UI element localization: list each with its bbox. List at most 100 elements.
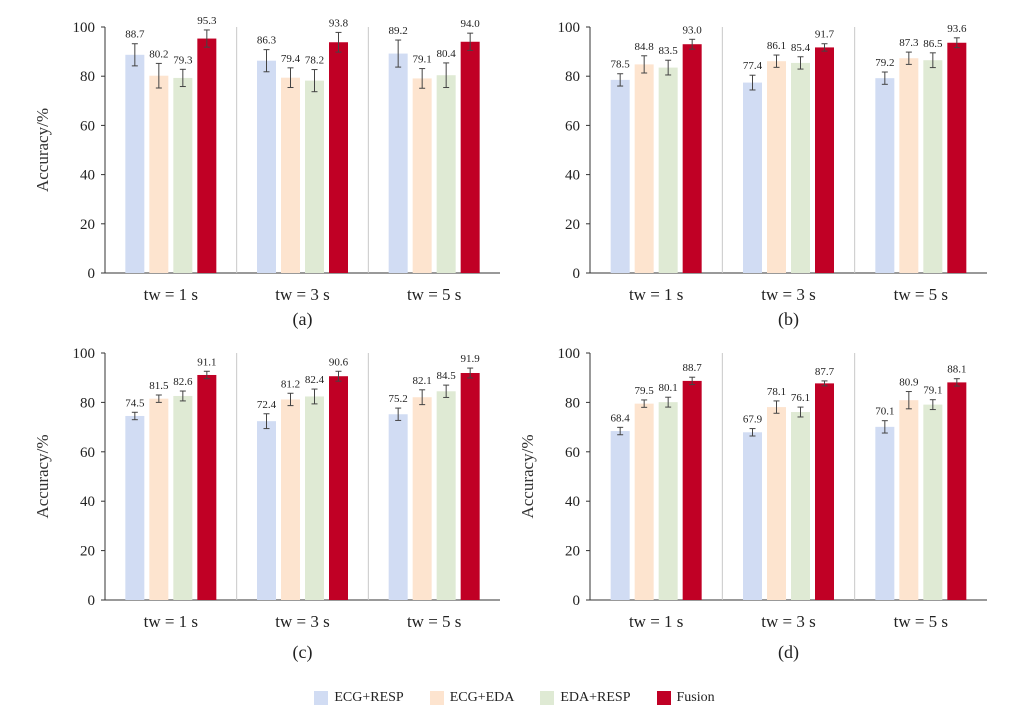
panel-2-bar-eda-resp: [791, 62, 810, 273]
panel-2-data-label: 84.8: [635, 41, 655, 53]
panel-1-x-tick-label: tw = 3 s: [275, 285, 329, 304]
panel-1-x-tick-label: tw = 1 s: [144, 285, 198, 304]
panel-3-data-label: 91.1: [197, 356, 216, 368]
panel-2-x-tick-label: tw = 5 s: [894, 285, 948, 304]
panel-1-data-label: 79.4: [281, 53, 301, 65]
panel-4-caption: (d): [778, 642, 799, 663]
legend-item-ecg-eda: ECG+EDA: [429, 690, 514, 706]
panel-2-data-label: 93.6: [947, 23, 967, 35]
panel-4-x-tick-label: tw = 1 s: [629, 612, 683, 631]
legend-label-fusion: Fusion: [676, 690, 715, 705]
panel-1-y-axis-label: Accuracy/%: [33, 108, 52, 192]
panel-1-data-label: 79.1: [413, 54, 432, 66]
panel-1-bar-eda-resp: [436, 75, 456, 273]
panel-3-data-label: 81.2: [281, 378, 300, 390]
panel-3-bar-ecg-resp: [125, 415, 145, 600]
panel-3-bar-ecg-resp: [388, 414, 408, 600]
panel-3-data-label: 75.2: [389, 393, 408, 405]
panel-4-bar-ecg-resp: [610, 431, 630, 600]
panel-1-data-label: 79.3: [173, 54, 193, 66]
panel-3-bar-eda-resp: [305, 396, 324, 600]
figure-canvas: 0 20 40 60 80 100 Accuracy/% 88.7 80.2 79.3 95.3 tw…: [33, 15, 987, 663]
panel-3-y-tick-label: 0: [88, 593, 96, 609]
panel-1-bar-fusion: [197, 38, 217, 274]
legend-item-fusion: Fusion: [656, 690, 715, 706]
panel-4-data-label: 67.9: [743, 414, 763, 426]
panel-4-data-label: 87.7: [815, 366, 835, 378]
legend-swatch-fusion: [656, 691, 671, 705]
panel-1-data-label: 86.3: [257, 35, 277, 47]
panel-1-data-label: 80.2: [149, 48, 168, 60]
panel-2-y-tick-label: 40: [565, 168, 580, 184]
panel-3-caption: (c): [293, 642, 313, 663]
panel-4-x-tick-label: tw = 5 s: [894, 612, 948, 631]
panel-2-y-tick-label: 20: [565, 217, 580, 233]
panel-2-bar-ecg-eda: [634, 64, 654, 273]
panel-1-bar-ecg-eda: [149, 75, 169, 273]
panel-4-bar-ecg-resp: [875, 426, 895, 600]
panel-2-data-label: 78.5: [611, 59, 631, 71]
panel-1-y-tick-label: 80: [80, 69, 95, 85]
panel-2-y-tick-label: 100: [558, 20, 581, 36]
panel-2-data-label: 86.1: [767, 40, 786, 52]
panel-4-data-label: 79.1: [923, 385, 942, 397]
panel-2-data-label: 87.3: [899, 37, 919, 49]
panel-1-data-label: 95.3: [197, 15, 217, 27]
panel-2-bar-eda-resp: [923, 60, 943, 274]
panel-3-data-label: 91.9: [461, 353, 481, 365]
panel-3-data-label: 72.4: [257, 399, 277, 411]
panel-3-x-tick-label: tw = 5 s: [407, 612, 461, 631]
panel-4-y-axis-label: Accuracy/%: [518, 434, 537, 518]
legend-swatch-eda-resp: [540, 691, 555, 705]
panel-3-bar-ecg-eda: [149, 398, 169, 600]
panel-3-data-label: 82.4: [305, 374, 325, 386]
panel-4-data-label: 76.1: [791, 392, 810, 404]
panel-2-caption: (b): [778, 309, 799, 330]
panel-3-data-label: 81.5: [149, 380, 169, 392]
panel-1-bar-ecg-resp: [388, 53, 408, 274]
panel-1-bar-eda-resp: [173, 77, 193, 273]
panel-4-y-tick-label: 80: [565, 395, 580, 411]
panel-4-bar-ecg-eda: [767, 407, 786, 600]
panel-4-data-label: 79.5: [635, 385, 655, 397]
panel-4-bar-eda-resp: [658, 402, 678, 600]
panel-2-bar-ecg-resp: [610, 79, 630, 273]
panel-3-bar-ecg-eda: [281, 399, 300, 600]
panel-2-bar-ecg-resp: [875, 78, 895, 273]
panel-2-data-label: 86.5: [923, 38, 943, 50]
panel-1-y-tick-label: 40: [80, 168, 95, 184]
panel-2-bar-ecg-resp: [743, 82, 762, 273]
panel-2-bar-fusion: [947, 42, 967, 273]
panel-4-bar-ecg-eda: [899, 400, 919, 600]
panel-1-y-tick-label: 60: [80, 118, 95, 134]
panel-3-y-tick-label: 100: [73, 346, 96, 362]
panel-4-data-label: 80.9: [899, 377, 919, 389]
legend-item-eda-resp: EDA+RESP: [540, 690, 631, 706]
panel-2-x-tick-label: tw = 1 s: [629, 285, 683, 304]
panel-2-data-label: 79.2: [875, 57, 894, 69]
panel-3-bar-ecg-eda: [412, 397, 432, 600]
panel-4-y-tick-label: 0: [573, 593, 581, 609]
panel-2-data-label: 85.4: [791, 42, 811, 54]
panel-4-bar-fusion: [947, 382, 967, 600]
panel-3-data-label: 82.6: [173, 376, 193, 388]
panel-4-data-label: 88.7: [683, 362, 703, 374]
panel-1-bar-ecg-eda: [412, 78, 432, 273]
panel-4-y-tick-label: 20: [565, 544, 580, 560]
panel-2-y-tick-label: 60: [565, 118, 580, 134]
panel-4-bar-eda-resp: [923, 404, 943, 600]
panel-3-bar-eda-resp: [173, 395, 193, 600]
panel-2-bar-ecg-eda: [899, 58, 919, 273]
panel-1-y-tick-label: 20: [80, 217, 95, 233]
panel-1-bar-ecg-resp: [257, 60, 276, 274]
panel-3-y-tick-label: 60: [80, 445, 95, 461]
panel-3-bar-eda-resp: [436, 391, 456, 600]
panel-1-x-tick-label: tw = 5 s: [407, 285, 461, 304]
panel-1-bar-fusion: [460, 41, 480, 274]
panel-1-bar-ecg-eda: [281, 77, 300, 274]
panel-3-bar-fusion: [197, 374, 217, 600]
panel-1-data-label: 78.2: [305, 55, 324, 67]
panel-2-y-tick-label: 0: [573, 266, 581, 282]
panel-3-y-tick-label: 80: [80, 395, 95, 411]
panel-4-y-tick-label: 60: [565, 445, 580, 461]
